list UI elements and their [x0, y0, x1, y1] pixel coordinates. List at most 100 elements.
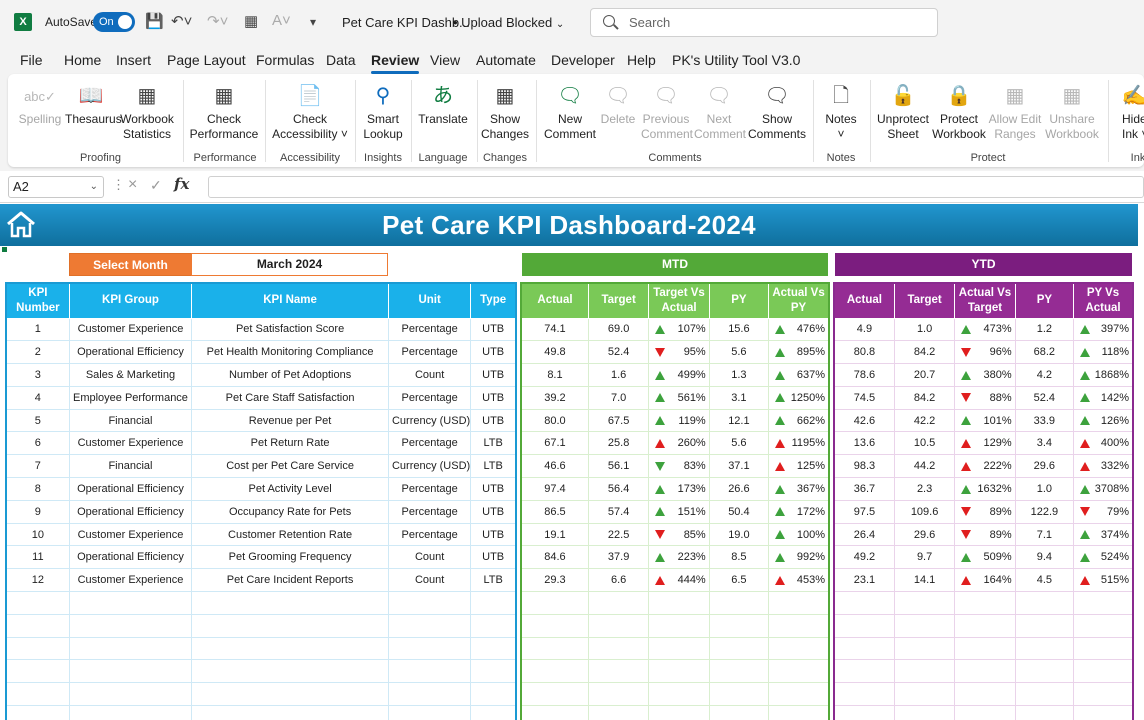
kpi-group-cell[interactable]: Sales & Marketing: [69, 363, 193, 387]
smart-lookup-button[interactable]: ⚲ Smart Lookup: [360, 82, 406, 142]
kpi-group-cell[interactable]: Customer Experience: [69, 318, 193, 342]
type-cell[interactable]: UTB: [470, 500, 517, 524]
empty-cell[interactable]: [521, 659, 589, 684]
type-cell[interactable]: UTB: [470, 363, 517, 387]
empty-cell[interactable]: [588, 637, 650, 661]
empty-cell[interactable]: [521, 637, 589, 661]
ytd-py-cell[interactable]: 4.5: [1015, 568, 1075, 593]
mtd-actual-vs-py-cell[interactable]: 172%: [768, 500, 830, 524]
home-icon[interactable]: [5, 209, 37, 239]
ytd-py-cell[interactable]: 29.6: [1015, 454, 1075, 479]
mtd-actual-cell[interactable]: 29.3: [521, 568, 589, 593]
select-month-button[interactable]: Select Month: [69, 253, 192, 276]
mtd-target-cell[interactable]: 37.9: [588, 545, 650, 570]
insert-function-button[interactable]: fx: [174, 175, 190, 193]
mtd-target-vs-actual-cell[interactable]: 260%: [648, 431, 710, 456]
unit-cell[interactable]: Percentage: [388, 340, 472, 365]
ytd-py-cell[interactable]: 7.1: [1015, 523, 1075, 547]
mtd-target-cell[interactable]: 1.6: [588, 363, 650, 387]
empty-cell[interactable]: [1073, 591, 1134, 615]
empty-cell[interactable]: [470, 659, 517, 684]
empty-cell[interactable]: [6, 591, 70, 615]
kpi-number-cell[interactable]: 12: [6, 568, 70, 593]
mtd-actual-vs-py-cell[interactable]: 637%: [768, 363, 830, 387]
empty-cell[interactable]: [834, 614, 895, 638]
mtd-target-vs-actual-cell[interactable]: 444%: [648, 568, 710, 593]
mtd-actual-vs-py-cell[interactable]: 367%: [768, 477, 830, 501]
ytd-py-vs-actual-cell[interactable]: 118%: [1073, 340, 1134, 365]
empty-cell[interactable]: [470, 682, 517, 707]
empty-cell[interactable]: [648, 705, 710, 720]
ytd-py-vs-actual-cell[interactable]: 79%: [1073, 500, 1134, 524]
mtd-actual-cell[interactable]: 19.1: [521, 523, 589, 547]
ytd-py-cell[interactable]: 52.4: [1015, 386, 1075, 410]
ytd-py-vs-actual-cell[interactable]: 397%: [1073, 318, 1134, 342]
previous-comment-button[interactable]: 🗨 Previous Comment: [641, 82, 693, 142]
ytd-actual-vs-target-cell[interactable]: 380%: [954, 363, 1016, 387]
empty-cell[interactable]: [69, 614, 193, 638]
kpi-group-cell[interactable]: Operational Efficiency: [69, 545, 193, 570]
empty-cell[interactable]: [191, 705, 389, 720]
mtd-target-cell[interactable]: 57.4: [588, 500, 650, 524]
ytd-actual-cell[interactable]: 97.5: [834, 500, 895, 524]
type-cell[interactable]: UTB: [470, 523, 517, 547]
ytd-py-cell[interactable]: 68.2: [1015, 340, 1075, 365]
ytd-target-cell[interactable]: 10.5: [894, 431, 956, 456]
kpi-number-cell[interactable]: 3: [6, 363, 70, 387]
ytd-actual-vs-target-cell[interactable]: 129%: [954, 431, 1016, 456]
kpi-number-cell[interactable]: 4: [6, 386, 70, 410]
cancel-icon[interactable]: ×: [128, 176, 138, 193]
kpi-group-cell[interactable]: Financial: [69, 454, 193, 479]
ytd-target-cell[interactable]: 42.2: [894, 409, 956, 433]
empty-cell[interactable]: [954, 637, 1016, 661]
empty-cell[interactable]: [1073, 614, 1134, 638]
mtd-actual-cell[interactable]: 67.1: [521, 431, 589, 456]
mtd-actual-vs-py-cell[interactable]: 992%: [768, 545, 830, 570]
empty-cell[interactable]: [648, 682, 710, 707]
ytd-actual-vs-target-cell[interactable]: 88%: [954, 386, 1016, 410]
ytd-actual-cell[interactable]: 78.6: [834, 363, 895, 387]
empty-cell[interactable]: [69, 682, 193, 707]
notes-button[interactable]: 🗋 Notes ˅: [819, 82, 863, 142]
mtd-target-vs-actual-cell[interactable]: 83%: [648, 454, 710, 479]
empty-cell[interactable]: [648, 637, 710, 661]
mtd-py-cell[interactable]: 5.6: [709, 431, 770, 456]
customize-toolbar-icon[interactable]: ▾: [310, 15, 317, 29]
kpi-name-cell[interactable]: Pet Grooming Frequency: [191, 545, 389, 570]
formula-input[interactable]: [208, 176, 1144, 198]
search-box[interactable]: Search: [590, 8, 938, 37]
ytd-actual-vs-target-cell[interactable]: 509%: [954, 545, 1016, 570]
empty-cell[interactable]: [709, 705, 770, 720]
unit-cell[interactable]: Percentage: [388, 386, 472, 410]
ytd-py-cell[interactable]: 1.2: [1015, 318, 1075, 342]
type-cell[interactable]: UTB: [470, 477, 517, 501]
mtd-actual-cell[interactable]: 86.5: [521, 500, 589, 524]
ytd-actual-vs-target-cell[interactable]: 101%: [954, 409, 1016, 433]
check-accessibility-button[interactable]: 📄 Check Accessibility ˅: [269, 82, 351, 142]
mtd-py-cell[interactable]: 26.6: [709, 477, 770, 501]
mtd-py-cell[interactable]: 1.3: [709, 363, 770, 387]
kpi-group-cell[interactable]: Employee Performance: [69, 386, 193, 410]
ytd-actual-cell[interactable]: 98.3: [834, 454, 895, 479]
ytd-target-cell[interactable]: 84.2: [894, 386, 956, 410]
empty-cell[interactable]: [6, 614, 70, 638]
name-box[interactable]: A2 ⌄: [8, 176, 104, 198]
ytd-py-vs-actual-cell[interactable]: 1868%: [1073, 363, 1134, 387]
workbook-statistics-button[interactable]: ▦ Workbook Statistics: [118, 82, 176, 142]
font-color-icon[interactable]: A˅: [272, 12, 291, 29]
tab-review[interactable]: Review: [371, 52, 420, 74]
kpi-name-cell[interactable]: Customer Retention Rate: [191, 523, 389, 547]
kpi-name-cell[interactable]: Number of Pet Adoptions: [191, 363, 389, 387]
empty-cell[interactable]: [834, 682, 895, 707]
empty-cell[interactable]: [1073, 682, 1134, 707]
ytd-actual-cell[interactable]: 13.6: [834, 431, 895, 456]
kpi-group-cell[interactable]: Operational Efficiency: [69, 340, 193, 365]
tab-view[interactable]: View: [430, 52, 461, 68]
empty-cell[interactable]: [768, 705, 830, 720]
empty-cell[interactable]: [1015, 682, 1075, 707]
empty-cell[interactable]: [954, 659, 1016, 684]
empty-cell[interactable]: [1073, 637, 1134, 661]
empty-cell[interactable]: [470, 614, 517, 638]
mtd-actual-vs-py-cell[interactable]: 125%: [768, 454, 830, 479]
